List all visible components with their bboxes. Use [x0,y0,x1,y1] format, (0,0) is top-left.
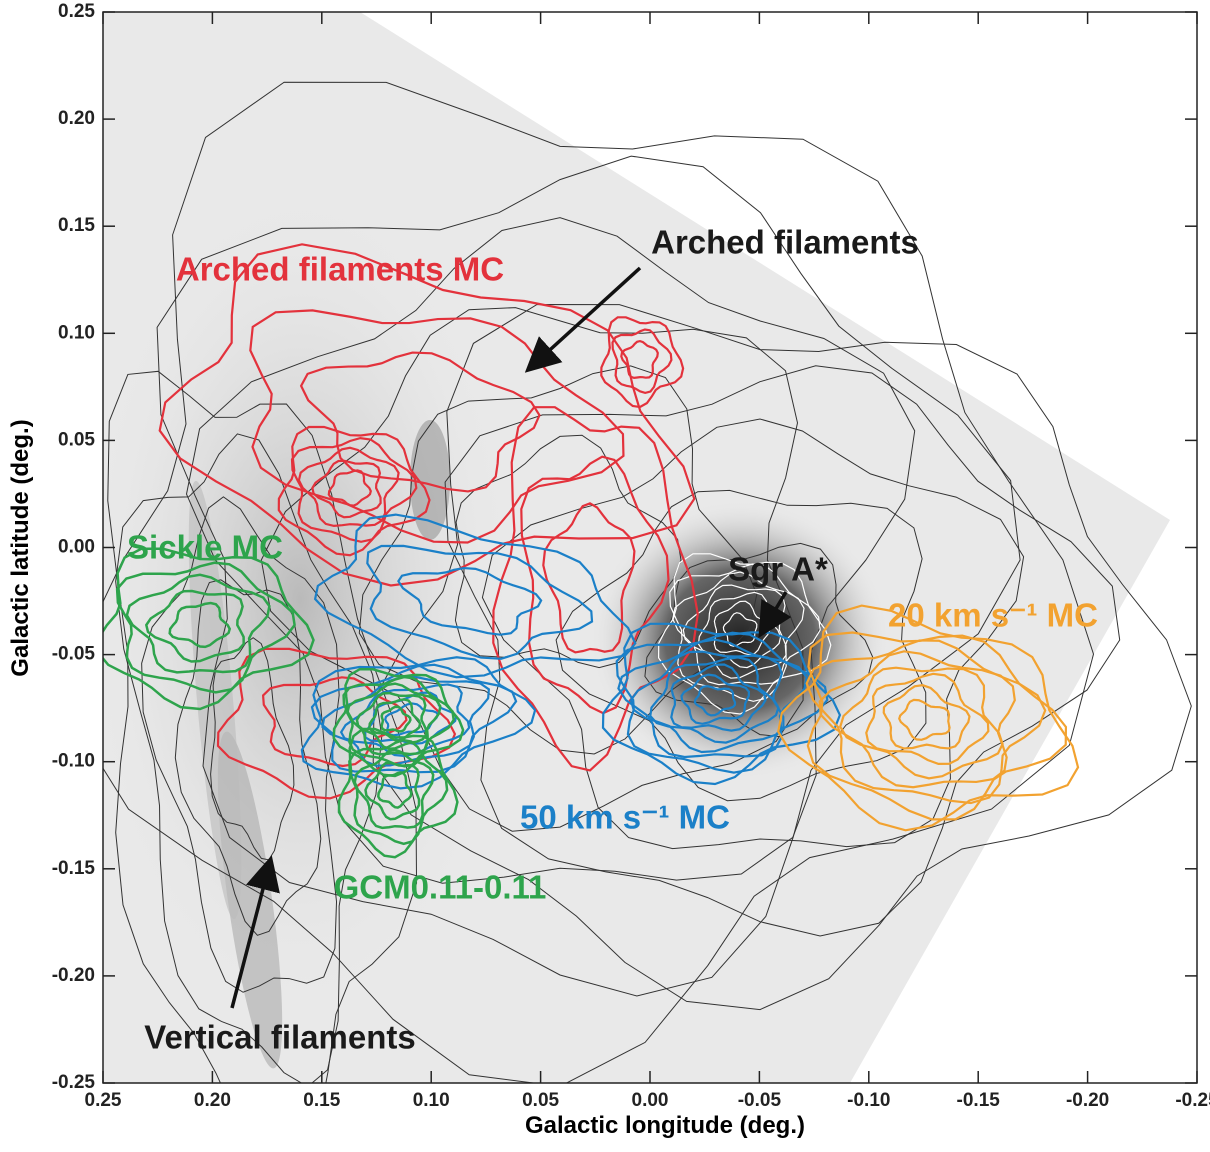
y-tick-label: 0.15 [58,215,95,236]
annotation: Vertical filaments [144,1019,415,1056]
y-tick-label: 0.10 [58,322,95,343]
x-tick-label: 0.10 [413,1090,450,1111]
y-tick-label: -0.05 [52,644,96,665]
map-image [68,12,1197,1147]
annotation: Arched filaments [651,224,919,261]
x-tick-label: -0.20 [1066,1090,1109,1111]
x-tick-label: -0.25 [1175,1090,1210,1111]
x-tick-label: 0.05 [522,1090,559,1111]
chart: Galactic longitude (deg.) Galactic latit… [0,0,1210,1147]
x-tick-label: -0.05 [738,1090,782,1111]
y-tick-label: 0.25 [58,1,95,22]
x-tick-label: 0.00 [632,1090,669,1111]
y-tick-label: -0.25 [52,1072,96,1093]
x-tick-label: 0.25 [85,1090,122,1111]
x-tick-label: -0.15 [957,1090,1001,1111]
y-tick-label: 0.05 [58,429,95,450]
annotation: GCM0.11-0.11 [334,869,547,906]
y-tick-label: -0.15 [52,858,96,879]
y-tick-label: -0.20 [52,965,95,986]
annotation: Sickle MC [127,529,283,566]
y-tick-label: -0.10 [52,751,95,772]
x-tick-label: 0.15 [303,1090,340,1111]
y-tick-label: 0.20 [58,108,95,129]
y-tick-label: 0.00 [58,537,95,558]
x-tick-label: -0.10 [847,1090,890,1111]
y-axis-label: Galactic latitude (deg.) [7,419,34,676]
x-axis-label: Galactic longitude (deg.) [525,1112,805,1139]
annotation: 20 km s⁻¹ MC [888,597,1098,634]
annotation: 50 km s⁻¹ MC [520,799,730,836]
annotation: Sgr A* [728,551,828,588]
x-tick-label: 0.20 [194,1090,231,1111]
annotation: Arched filaments MC [176,251,504,288]
